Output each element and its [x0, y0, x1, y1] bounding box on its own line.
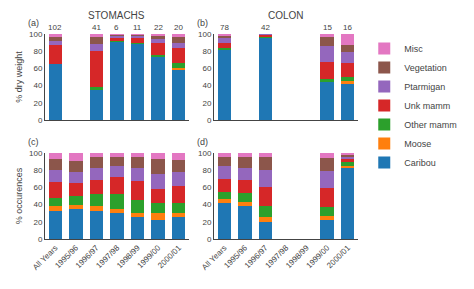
svg-text:(b): (b) [197, 18, 208, 28]
svg-text:All Years: All Years [31, 243, 59, 271]
svg-text:42: 42 [261, 23, 270, 32]
svg-text:STOMACHS: STOMACHS [88, 10, 145, 21]
svg-text:Misc: Misc [404, 44, 423, 54]
svg-text:Other mamm: Other mamm [404, 120, 457, 130]
svg-text:% dry weight: % dry weight [14, 51, 24, 103]
svg-text:1998/99: 1998/99 [284, 243, 311, 270]
svg-text:60: 60 [203, 64, 212, 73]
svg-text:20: 20 [203, 99, 212, 108]
svg-text:0: 0 [207, 116, 212, 125]
svg-text:Moose: Moose [404, 139, 431, 149]
svg-text:60: 60 [33, 183, 42, 192]
svg-text:40: 40 [33, 200, 42, 209]
svg-text:40: 40 [33, 81, 42, 90]
svg-text:Unk mamm: Unk mamm [404, 101, 450, 111]
svg-text:Caribou: Caribou [404, 158, 436, 168]
svg-text:100: 100 [29, 149, 43, 158]
svg-text:20: 20 [33, 218, 42, 227]
svg-text:20: 20 [33, 99, 42, 108]
svg-text:0: 0 [38, 116, 43, 125]
svg-text:(d): (d) [197, 137, 208, 147]
svg-text:100: 100 [198, 30, 212, 39]
svg-text:40: 40 [203, 81, 212, 90]
svg-text:100: 100 [29, 30, 43, 39]
svg-text:1996/97: 1996/97 [74, 243, 101, 270]
svg-text:1995/96: 1995/96 [222, 243, 249, 270]
svg-text:1999/00: 1999/00 [305, 243, 332, 270]
svg-text:2000/01: 2000/01 [325, 243, 352, 270]
svg-text:Ptarmigan: Ptarmigan [404, 82, 445, 92]
svg-text:All Years: All Years [200, 243, 228, 271]
svg-text:1997/98: 1997/98 [263, 243, 290, 270]
svg-text:6: 6 [114, 23, 119, 32]
svg-text:2000/01: 2000/01 [156, 243, 183, 270]
svg-text:1998/99: 1998/99 [115, 243, 142, 270]
svg-text:100: 100 [198, 149, 212, 158]
svg-text:(c): (c) [28, 137, 39, 147]
svg-text:Vegetation: Vegetation [404, 63, 447, 73]
svg-text:1995/96: 1995/96 [53, 243, 80, 270]
svg-text:60: 60 [33, 64, 42, 73]
svg-text:80: 80 [33, 47, 42, 56]
svg-text:41: 41 [92, 23, 101, 32]
svg-text:15: 15 [323, 23, 332, 32]
svg-text:80: 80 [203, 166, 212, 175]
svg-text:0: 0 [207, 235, 212, 244]
svg-text:16: 16 [343, 23, 352, 32]
svg-text:1999/00: 1999/00 [136, 243, 163, 270]
svg-text:78: 78 [220, 23, 229, 32]
svg-text:1996/97: 1996/97 [243, 243, 270, 270]
svg-text:80: 80 [203, 47, 212, 56]
svg-text:% occurences: % occurences [14, 167, 24, 224]
svg-text:COLON: COLON [268, 10, 304, 21]
svg-text:1997/98: 1997/98 [94, 243, 121, 270]
svg-text:0: 0 [38, 235, 43, 244]
svg-text:80: 80 [33, 166, 42, 175]
svg-text:(a): (a) [28, 18, 39, 28]
svg-text:20: 20 [203, 218, 212, 227]
svg-text:11: 11 [133, 23, 142, 32]
svg-text:20: 20 [174, 23, 183, 32]
svg-text:102: 102 [48, 23, 62, 32]
svg-text:60: 60 [203, 183, 212, 192]
svg-text:40: 40 [203, 200, 212, 209]
svg-text:22: 22 [154, 23, 163, 32]
